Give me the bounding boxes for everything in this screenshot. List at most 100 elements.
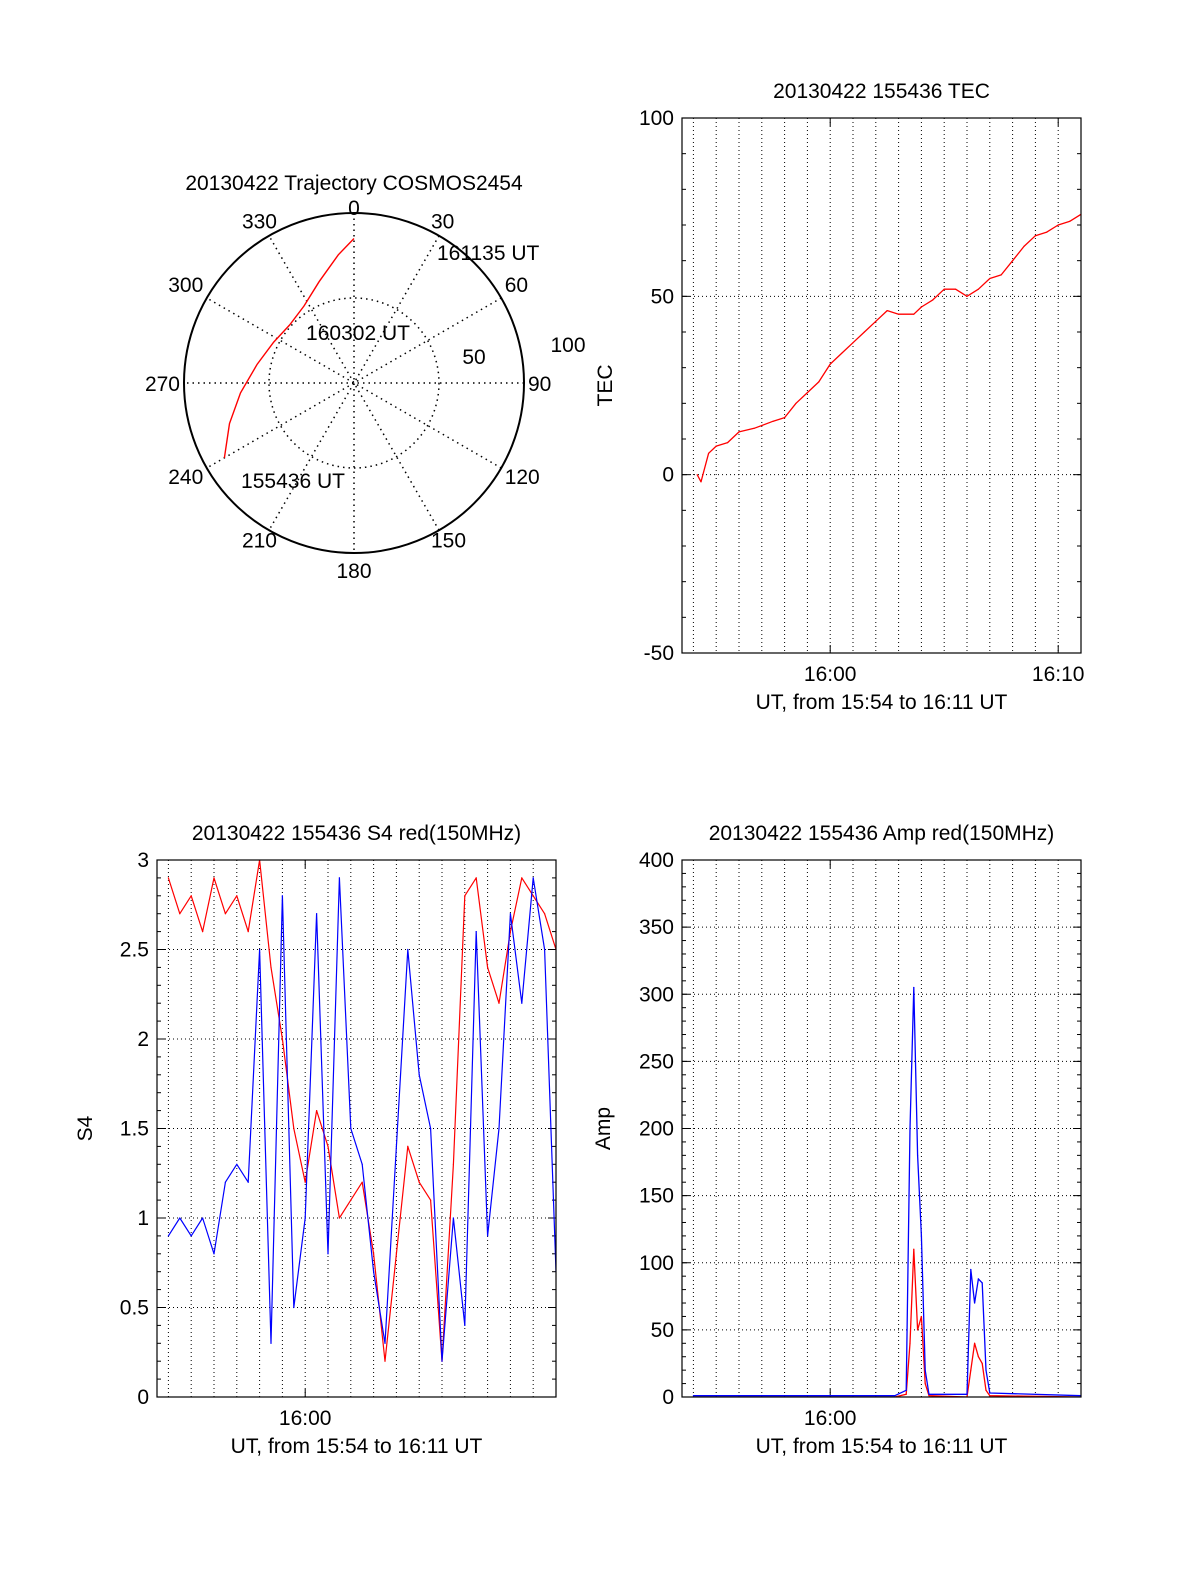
data-point xyxy=(875,320,877,322)
data-point xyxy=(909,1342,911,1344)
data-point xyxy=(167,1235,169,1237)
data-point xyxy=(772,420,774,422)
data-point xyxy=(905,1389,907,1391)
data-point xyxy=(487,966,489,969)
polar-angle-label-270: 270 xyxy=(145,373,180,396)
data-point xyxy=(1057,224,1059,226)
data-point xyxy=(202,1217,204,1219)
data-point xyxy=(985,1369,987,1371)
data-point xyxy=(852,342,854,344)
y-tick-label: 1 xyxy=(137,1207,149,1230)
y-tick-label: 0.5 xyxy=(120,1297,149,1320)
data-point xyxy=(224,1181,226,1183)
chart-title: 20130422 155436 S4 red(150MHz) xyxy=(192,822,521,845)
polar-angle-label-120: 120 xyxy=(505,466,540,489)
data-point xyxy=(905,1393,907,1395)
data-point xyxy=(475,877,477,879)
y-gridlines xyxy=(682,859,1081,1398)
data-point xyxy=(327,1145,329,1147)
data-point xyxy=(224,913,226,915)
y-tick-label: 3 xyxy=(137,849,149,872)
x-gridlines xyxy=(692,118,1059,653)
data-point xyxy=(430,1199,432,1201)
data-point xyxy=(338,877,340,879)
data-point xyxy=(532,895,534,897)
data-point xyxy=(863,331,866,333)
data-point xyxy=(498,1127,500,1130)
data-point xyxy=(966,295,968,297)
data-point xyxy=(361,1163,363,1165)
data-point xyxy=(841,352,843,354)
data-point xyxy=(1046,231,1048,233)
data-point xyxy=(974,1342,976,1344)
data-point xyxy=(795,402,797,404)
y-tick-label: 100 xyxy=(639,107,674,130)
data-point xyxy=(304,1217,306,1219)
data-point xyxy=(361,1181,363,1183)
s4-chart: 20130422 155436 S4 red(150MHz) 0 0.5 1 1.5 2 2… xyxy=(74,822,557,1458)
trajectory-line xyxy=(223,238,355,458)
data-point xyxy=(974,1302,976,1304)
y-tick-label: 150 xyxy=(639,1185,674,1208)
plot-frame xyxy=(681,859,1082,1398)
data-point xyxy=(917,1329,919,1331)
data-point xyxy=(509,931,511,933)
series-line-blue xyxy=(167,877,556,1362)
data-point xyxy=(532,877,534,879)
data-point xyxy=(304,1181,306,1183)
data-point xyxy=(521,1002,523,1004)
data-point xyxy=(281,1038,283,1040)
data-point xyxy=(521,877,523,879)
data-point xyxy=(700,481,702,483)
y-tick-label: 350 xyxy=(639,916,674,939)
data-point xyxy=(316,913,318,915)
x-tick-label: 16:00 xyxy=(804,1407,857,1430)
series-group xyxy=(692,986,1081,1397)
data-point xyxy=(966,1393,968,1395)
chart-title: 20130422 155436 Amp red(150MHz) xyxy=(709,822,1055,845)
data-point xyxy=(977,1356,980,1358)
data-point xyxy=(989,277,991,280)
data-point xyxy=(327,1253,329,1255)
polar-grid-circle xyxy=(268,297,440,469)
polar-radius-label-50: 50 xyxy=(462,346,485,369)
data-point xyxy=(886,310,888,312)
data-point xyxy=(179,913,181,915)
data-point xyxy=(213,877,215,879)
data-point xyxy=(909,1127,911,1130)
data-point xyxy=(806,392,809,394)
data-point xyxy=(1000,274,1002,276)
series-line-blue xyxy=(693,986,1081,1397)
y-axis-label: S4 xyxy=(74,1115,97,1141)
polar-angle-label-330: 330 xyxy=(242,210,277,233)
data-point xyxy=(943,288,945,290)
y-tick-label: 400 xyxy=(639,849,674,872)
data-point xyxy=(727,442,729,444)
x-axis-label: UT, from 15:54 to 16:11 UT xyxy=(231,1435,483,1458)
y-tick-label: 0 xyxy=(662,464,674,487)
y-tick-label: 100 xyxy=(639,1252,674,1275)
data-point xyxy=(932,299,934,301)
data-point xyxy=(544,913,546,915)
data-point xyxy=(179,1217,181,1219)
data-point xyxy=(1012,260,1014,262)
data-point xyxy=(247,1181,249,1183)
data-point xyxy=(920,1315,923,1318)
y-tick-label: 0 xyxy=(137,1386,149,1409)
data-point xyxy=(259,948,261,951)
data-point xyxy=(384,1360,386,1362)
series-line-red xyxy=(167,860,556,1362)
y-tick-label: 300 xyxy=(639,983,674,1006)
data-point xyxy=(898,313,900,315)
data-point xyxy=(696,474,698,476)
polar-angle-label-240: 240 xyxy=(168,466,203,489)
data-point xyxy=(236,895,238,897)
data-point xyxy=(213,1253,215,1255)
x-tick-label: 16:00 xyxy=(279,1407,332,1430)
data-point xyxy=(464,895,466,897)
data-point xyxy=(418,1074,420,1076)
data-point xyxy=(293,1127,295,1130)
y-tick-label: 50 xyxy=(651,1319,674,1342)
